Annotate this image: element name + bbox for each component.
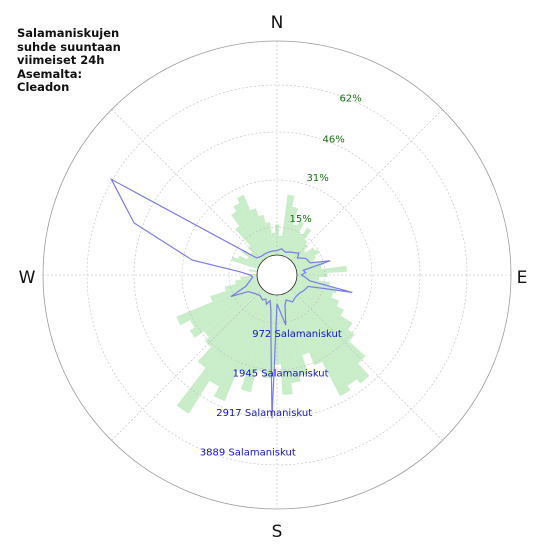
rose-bar [294, 255, 316, 268]
rose-bar [231, 256, 259, 269]
rose-bar [281, 294, 309, 376]
rose-bar [237, 293, 271, 374]
rose-bar [176, 282, 260, 326]
rose-bar [284, 292, 323, 366]
rose-bar [209, 291, 268, 387]
rose-bar [279, 194, 295, 256]
rose-bar [296, 265, 347, 275]
count-line [109, 177, 353, 419]
pct-ring-label: 62% [339, 93, 361, 104]
label-layer: N E S W 15% 31% 46% 62% 972 Salamaniskut 1945 Sal… [19, 13, 528, 542]
rose-bar [235, 226, 265, 261]
rose-bar [238, 255, 260, 268]
rose-bar [274, 224, 280, 255]
rose-bar [295, 281, 334, 298]
rose-bar [197, 289, 265, 368]
rose-bar [237, 194, 270, 258]
rose-bar [296, 279, 338, 294]
rose-bar [224, 279, 258, 291]
grid-spoke [290, 109, 443, 262]
pct-ring-label: 31% [306, 173, 328, 184]
rose-bar [255, 294, 275, 372]
rose-bar [203, 287, 263, 338]
rose-bar [292, 247, 315, 265]
rose-bar [213, 292, 270, 402]
compass-w: W [19, 268, 36, 288]
rose-bar [289, 239, 308, 261]
rose-bar [248, 268, 258, 273]
rose-bar [258, 214, 273, 256]
bars-layer [176, 194, 370, 414]
rose-bar [246, 256, 261, 266]
center-hole [256, 254, 298, 296]
rose-bar [231, 211, 267, 260]
rose-bar [240, 294, 273, 393]
rose-bar [190, 284, 261, 328]
rose-bar [265, 222, 275, 256]
rose-bar [281, 206, 299, 256]
rose-bar [279, 294, 301, 383]
rose-bar [293, 284, 344, 316]
rose-bar [297, 272, 328, 278]
count-ring-label: 2917 Salamaniskut [216, 408, 312, 419]
rose-bar [292, 285, 353, 330]
grid-ring [133, 131, 421, 419]
compass-s: S [272, 522, 283, 542]
rose-bar [286, 291, 351, 397]
count-ring-label: 972 Salamaniskut [252, 329, 342, 340]
rose-bar [289, 289, 370, 384]
rose-bar [189, 285, 262, 338]
grid-layer [42, 40, 512, 510]
rose-bar [233, 203, 268, 259]
rose-bar [271, 232, 277, 256]
rose-bar [284, 220, 305, 258]
rose-bar [235, 277, 258, 285]
rose-bar [263, 294, 277, 379]
rose-bar [250, 208, 271, 257]
rose-bar [287, 227, 312, 260]
station-title: Salamaniskujen suhde suuntaan viimeiset … [17, 26, 121, 94]
rose-bar [296, 260, 324, 271]
rose-bar [291, 287, 355, 342]
rose-bar [283, 224, 298, 257]
rose-bar [296, 275, 320, 281]
rose-bar [283, 293, 310, 355]
rose-bar [241, 249, 262, 265]
rose-bar [293, 249, 320, 266]
compass-n: N [271, 13, 284, 33]
rose-bar [176, 290, 267, 414]
rose-bar [287, 290, 357, 386]
grid-spoke [111, 109, 264, 262]
count-ring-label: 3889 Salamaniskut [200, 448, 296, 459]
rose-bar [291, 250, 307, 263]
pct-ring-label: 15% [289, 214, 311, 225]
grid-ring [181, 179, 373, 371]
grid-spoke [290, 288, 443, 441]
count-ring-label: 1945 Salamaniskut [233, 369, 329, 380]
compass-e: E [517, 268, 528, 288]
pct-ring-label: 46% [322, 134, 344, 145]
line-layer [109, 177, 353, 419]
